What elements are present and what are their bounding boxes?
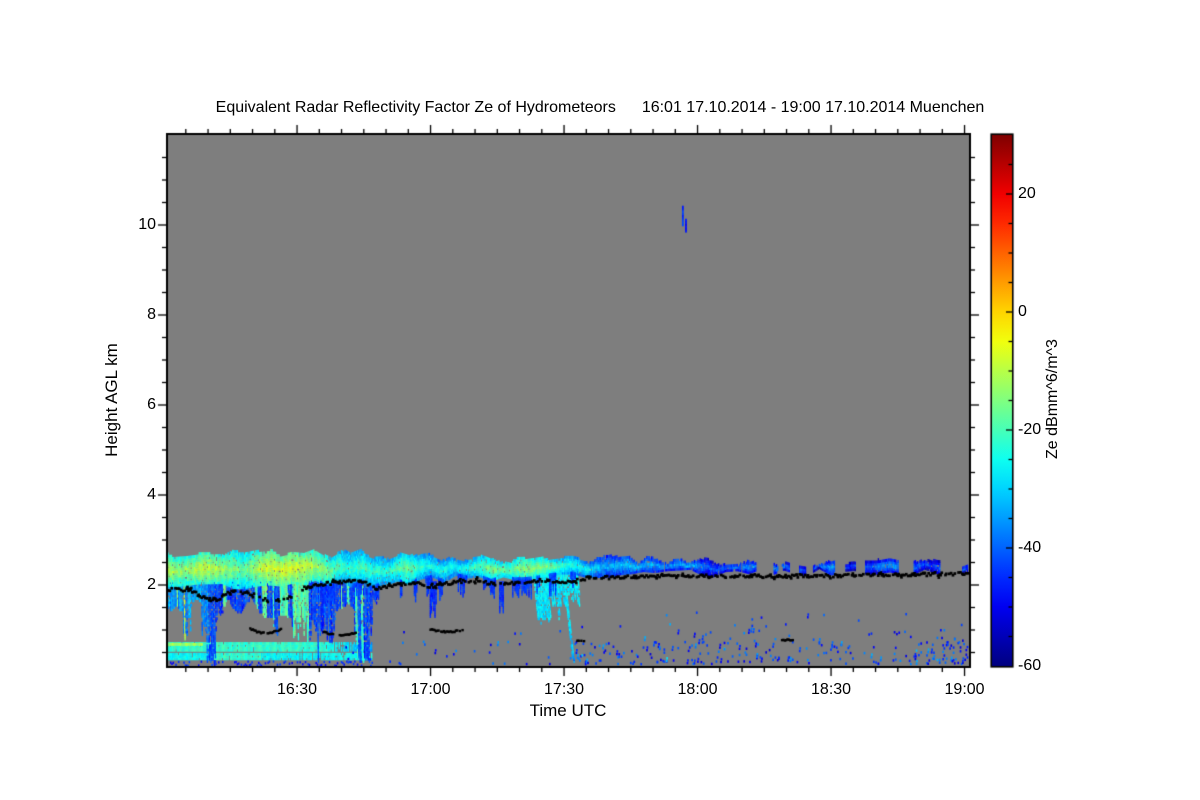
x-tick-label: 19:00: [944, 681, 985, 698]
y-tick-label: 10: [138, 216, 156, 233]
x-tick-label: 16:30: [277, 681, 318, 698]
x-axis-label: Time UTC: [529, 701, 607, 720]
y-tick-label: 6: [147, 396, 156, 413]
colorbar-tick-label: -60: [1018, 657, 1042, 674]
y-tick-label: 2: [147, 576, 156, 593]
x-tick-label: 17:30: [544, 681, 585, 698]
plot-title-text: Equivalent Radar Reflectivity Factor Ze …: [215, 99, 616, 116]
y-tick-label: 4: [147, 486, 156, 503]
x-tick-label: 18:30: [811, 681, 852, 698]
colorbar-tick-label: -20: [1018, 421, 1042, 438]
x-tick-label: 17:00: [410, 681, 451, 698]
x-tick-label: 18:00: [677, 681, 718, 698]
plot-title: Equivalent Radar Reflectivity Factor Ze …: [0, 99, 1200, 117]
colorbar-tick-label: 20: [1018, 185, 1036, 202]
plot-title-period: 16:01 17.10.2014 - 19:00 17.10.2014 Muen…: [641, 99, 985, 116]
colorbar-tick-label: -40: [1018, 539, 1042, 556]
y-tick-label: 8: [147, 306, 156, 323]
colorbar-tick-label: 0: [1018, 303, 1027, 320]
